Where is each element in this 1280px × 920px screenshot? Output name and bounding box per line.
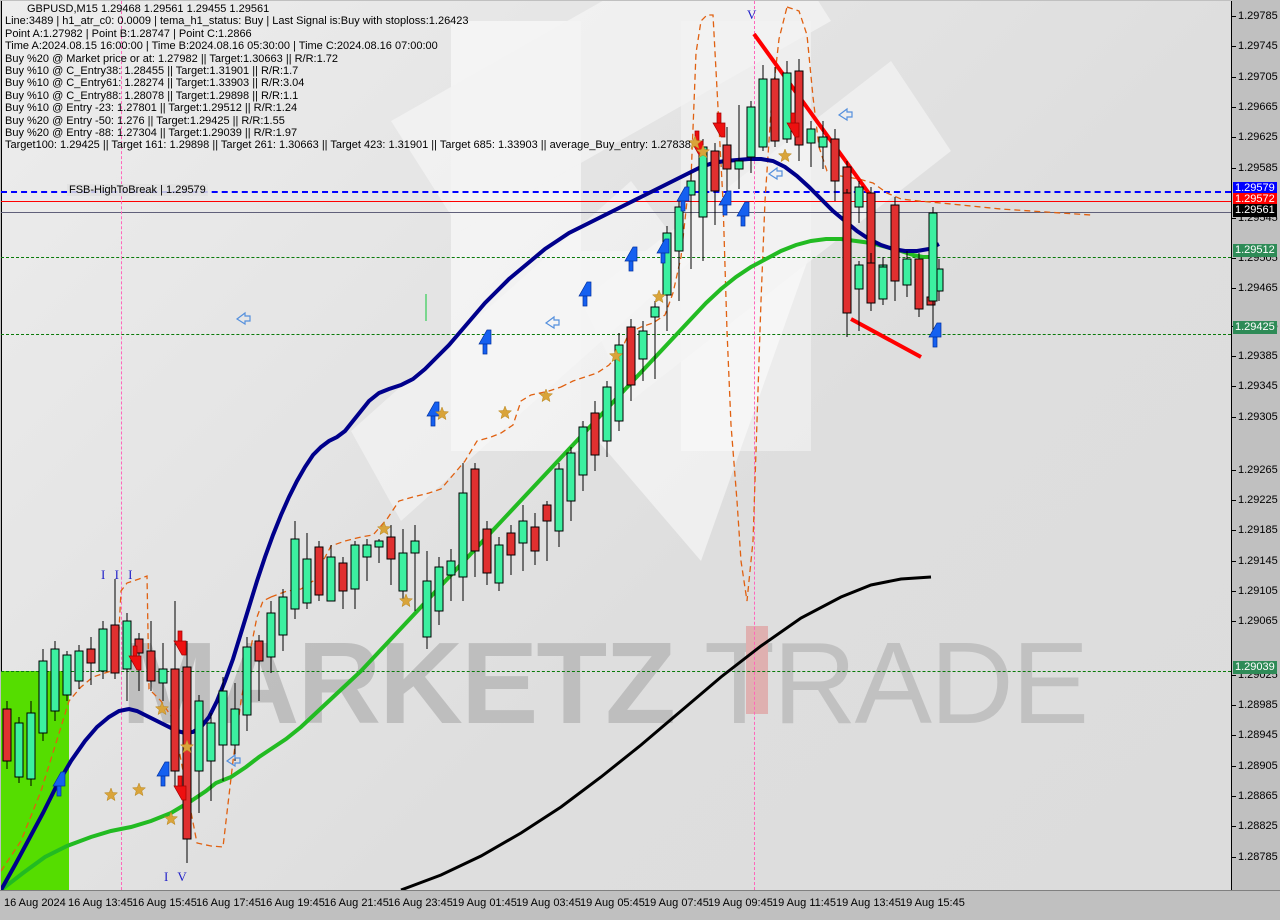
chart-plot-area[interactable]: MARKETZ TRADE FSB-HighToBreak | 1.29579: [1, 1, 1232, 890]
time-tick: 19 Aug 07:45: [644, 897, 709, 909]
watermark-separator-bar: [746, 626, 768, 714]
info-line-7: Buy %10 @ Entry -23: 1.27801 || Target:1…: [5, 102, 298, 115]
info-line-8: Buy %20 @ Entry -50: 1.276 || Target:1.2…: [5, 114, 285, 127]
time-tick: 16 Aug 15:45: [132, 897, 197, 909]
fast-ma-line: [1, 157, 940, 890]
price-tag[interactable]: 1.29512: [1233, 244, 1277, 257]
info-line-1: Point A:1.27982 | Point B:1.28747 | Poin…: [5, 27, 252, 40]
level-label-text: FSB-HighToBreak: [69, 184, 158, 196]
plot-left-border: [1, 1, 2, 890]
time-tick: 16 Aug 23:45: [388, 897, 453, 909]
time-tick: 19 Aug 09:45: [708, 897, 773, 909]
time-tick: 19 Aug 13:45: [836, 897, 901, 909]
level-label-sep: |: [160, 184, 163, 196]
price-tag[interactable]: 1.29561: [1233, 204, 1277, 217]
trendline-down-2: [850, 317, 922, 359]
roman-marker-4: I V: [164, 869, 190, 884]
level-label-value: 1.29579: [166, 184, 206, 196]
info-line-10: Target100: 1.29425 || Target 161: 1.2989…: [5, 139, 691, 152]
time-tick: 16 Aug 17:45: [196, 897, 261, 909]
symbol-ohlc-line: GBPUSD,M15 1.29468 1.29561 1.29455 1.295…: [27, 3, 270, 15]
outline-arrow-markers: [225, 107, 853, 768]
vertical-marker-1: [121, 1, 122, 890]
info-line-9: Buy %20 @ Entry -88: 1.27304 || Target:1…: [5, 127, 298, 140]
time-tick: 19 Aug 11:45: [772, 897, 837, 909]
chart-info-header: GBPUSD,M15 1.29468 1.29561 1.29455 1.295…: [5, 3, 691, 152]
price-axis[interactable]: 1.29785 1.29745 1.29705 1.29665 1.29625 1.295…: [1232, 0, 1280, 890]
time-tick: 16 Aug 19:45: [260, 897, 325, 909]
price-tag[interactable]: 1.29425: [1233, 321, 1277, 334]
info-line-6: Buy %10 @ C_Entry88: 1.28078 || Target:1…: [5, 89, 299, 102]
roman-marker-3: I I I: [101, 567, 136, 582]
level-label: FSB-HighToBreak | 1.29579: [67, 184, 208, 196]
roman-marker-5: V: [747, 7, 757, 22]
time-tick: 19 Aug 15:45: [900, 897, 965, 909]
time-tick: 19 Aug 05:45: [580, 897, 645, 909]
info-line-0: Line:3489 | h1_atr_c0: 0.0009 | tema_h1_…: [5, 15, 469, 28]
info-line-3: Buy %20 @ Market price or at: 1.27982 ||…: [5, 52, 339, 65]
price-tag[interactable]: 1.29572: [1233, 193, 1277, 206]
info-line-5: Buy %10 @ C_Entry61: 1.28274 || Target:1…: [5, 77, 305, 90]
time-tick: 16 Aug 13:45: [68, 897, 133, 909]
price-tag[interactable]: 1.29579: [1233, 182, 1277, 195]
long-ma-line: [400, 575, 932, 890]
time-tick: 19 Aug 03:45: [516, 897, 581, 909]
level-line-target-3: [1, 671, 1231, 672]
info-line-4: Buy %10 @ C_Entry38: 1.28455 || Target:1…: [5, 65, 299, 78]
time-tick: 16 Aug 2024: [4, 897, 66, 909]
info-line-2: Time A:2024.08.15 16:00:00 | Time B:2024…: [5, 40, 438, 53]
time-axis[interactable]: 16 Aug 2024 16 Aug 13:45 16 Aug 15:45 16 Au…: [0, 890, 1280, 920]
time-tick: 16 Aug 21:45: [324, 897, 389, 909]
price-tag[interactable]: 1.29039: [1233, 661, 1277, 674]
time-tick: 19 Aug 01:45: [452, 897, 517, 909]
